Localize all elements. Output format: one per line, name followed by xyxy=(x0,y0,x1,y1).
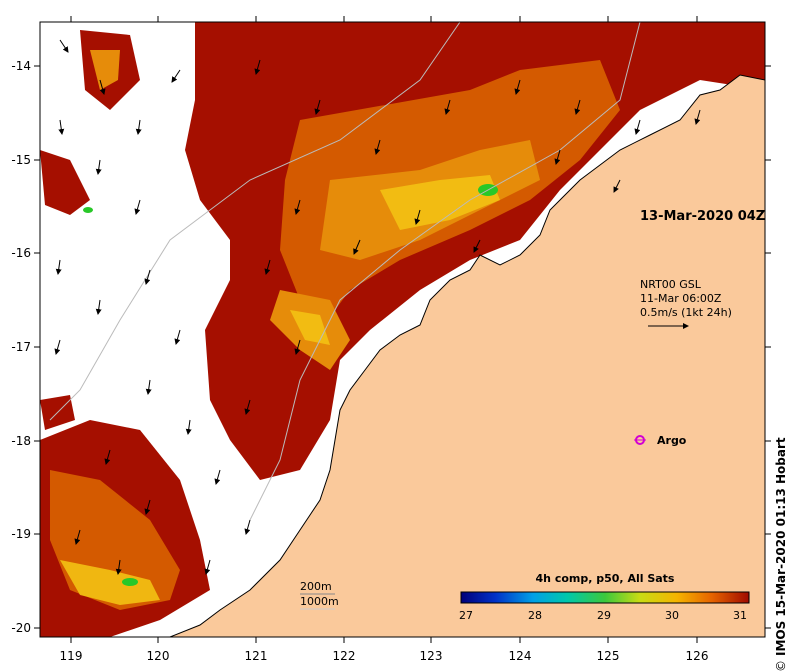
axis-ticks xyxy=(34,16,771,643)
credit-text: © IMOS 15-Mar-2020 01:13 Hobart xyxy=(774,396,788,672)
lon-label-122: 122 xyxy=(333,649,356,663)
colorbar-tick-28: 28 xyxy=(528,609,542,622)
colorbar-title: 4h comp, p50, All Sats xyxy=(536,572,675,585)
depth-contour-1000m xyxy=(49,22,461,421)
lon-label-123: 123 xyxy=(420,649,443,663)
lat-label-14: -14 xyxy=(11,59,31,73)
colorbar: 4h comp, p50, All Sats 27 28 29 30 31 xyxy=(459,572,750,622)
lon-label-124: 124 xyxy=(509,649,532,663)
current-info-time: 11-Mar 06:00Z xyxy=(640,292,722,305)
lat-label-19: -19 xyxy=(11,527,31,541)
map-frame xyxy=(39,21,766,638)
depth-legend: 200m 1000m xyxy=(300,580,339,610)
lon-label-125: 125 xyxy=(597,649,620,663)
depth-legend-200m: 200m xyxy=(300,580,332,593)
current-arrows xyxy=(54,39,701,575)
depth-legend-1000m: 1000m xyxy=(300,595,339,608)
colorbar-tick-27: 27 xyxy=(459,609,473,622)
colorbar-tick-31: 31 xyxy=(733,609,747,622)
lon-label-121: 121 xyxy=(245,649,268,663)
land-mass xyxy=(169,74,765,637)
colorbar-tick-29: 29 xyxy=(597,609,611,622)
current-info: NRT00 GSL 11-Mar 06:00Z 0.5m/s (1kt 24h) xyxy=(640,278,732,319)
lon-label-120: 120 xyxy=(147,649,170,663)
copyright-icon: © xyxy=(774,660,788,672)
current-info-scale: 0.5m/s (1kt 24h) xyxy=(640,306,732,319)
credit-label: IMOS 15-Mar-2020 01:13 Hobart xyxy=(774,437,788,656)
lon-label-126: 126 xyxy=(686,649,709,663)
lat-label-20: -20 xyxy=(11,621,31,635)
lat-label-17: -17 xyxy=(11,340,31,354)
lat-label-18: -18 xyxy=(11,434,31,448)
current-info-source: NRT00 GSL xyxy=(640,278,702,291)
lat-label-15: -15 xyxy=(11,153,31,167)
colorbar-tick-30: 30 xyxy=(665,609,679,622)
depth-contour-200m xyxy=(249,22,641,521)
lat-label-16: -16 xyxy=(11,246,31,260)
argo-label: Argo xyxy=(657,434,687,447)
lon-label-119: 119 xyxy=(60,649,83,663)
date-label: 13-Mar-2020 04Z xyxy=(640,209,765,224)
colorbar-gradient xyxy=(460,591,750,604)
